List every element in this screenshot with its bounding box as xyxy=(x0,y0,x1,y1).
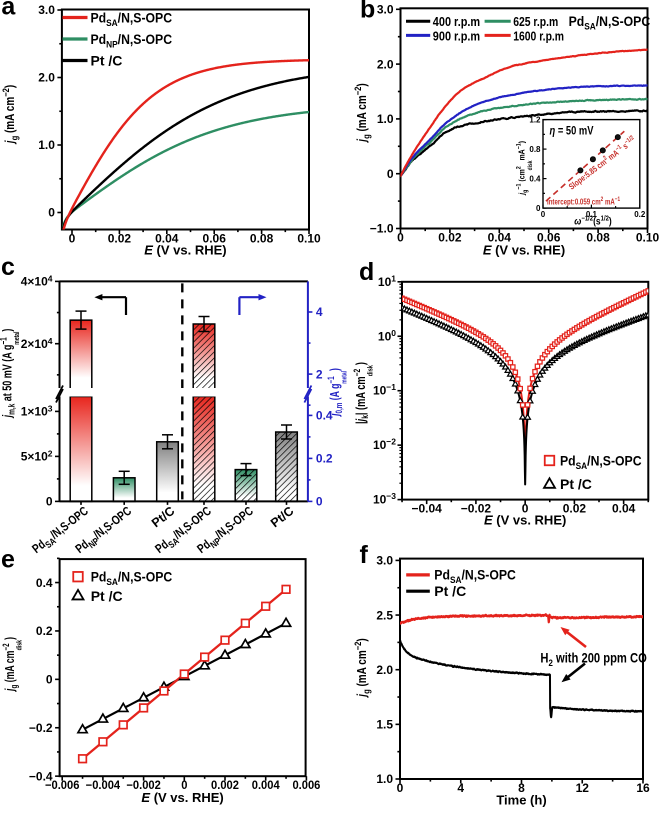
svg-text:900 r.p.m: 900 r.p.m xyxy=(433,28,480,43)
svg-text:E (V vs. RHE): E (V vs. RHE) xyxy=(144,243,226,258)
svg-text:jg​ (mA cm−2​): jg​ (mA cm−2​) xyxy=(352,638,372,698)
svg-text:Pt /C: Pt /C xyxy=(91,588,123,604)
svg-text:Pt /C: Pt /C xyxy=(560,476,592,492)
svg-text:2.0: 2.0 xyxy=(376,663,393,677)
svg-text:0: 0 xyxy=(522,502,529,516)
svg-text:0.4: 0.4 xyxy=(529,175,541,184)
svg-text:Pt /C: Pt /C xyxy=(434,583,466,599)
svg-text:0.004: 0.004 xyxy=(252,780,280,792)
svg-text:1.2: 1.2 xyxy=(529,116,541,125)
svg-text:0.02: 0.02 xyxy=(438,231,462,245)
svg-text:2: 2 xyxy=(316,367,323,381)
svg-text:e: e xyxy=(1,546,15,574)
svg-text:4×104​: 4×104​ xyxy=(21,274,53,289)
svg-text:0.08: 0.08 xyxy=(586,231,610,245)
svg-text:625 r.p.m: 625 r.p.m xyxy=(513,15,558,29)
svg-text:ω−1/2​(s1/2​): ω−1/2​(s1/2​) xyxy=(574,215,611,227)
svg-text:0.02: 0.02 xyxy=(563,502,587,516)
svg-text:1.0: 1.0 xyxy=(377,112,394,126)
svg-text:8: 8 xyxy=(518,781,525,795)
svg-text:−0.006: −0.006 xyxy=(45,780,80,792)
svg-text:1.5: 1.5 xyxy=(376,718,393,732)
svg-text:−0.2: −0.2 xyxy=(29,721,53,735)
svg-text:jg​ (mA cm−2​): jg​ (mA cm−2​) xyxy=(352,83,372,143)
svg-text:0.8: 0.8 xyxy=(529,145,541,154)
svg-text:1.0: 1.0 xyxy=(38,138,55,152)
svg-text:0.1: 0.1 xyxy=(586,210,598,219)
svg-text:c: c xyxy=(1,253,15,281)
svg-text:3.0: 3.0 xyxy=(377,3,394,17)
svg-text:0.08: 0.08 xyxy=(250,232,274,246)
svg-text:0: 0 xyxy=(536,204,541,213)
svg-text:0: 0 xyxy=(69,232,76,246)
svg-text:E (V vs. RHE): E (V vs. RHE) xyxy=(141,790,223,805)
svg-text:Time (h): Time (h) xyxy=(496,793,546,808)
svg-text:E (V vs. RHE): E (V vs. RHE) xyxy=(483,243,565,258)
svg-text:0.4: 0.4 xyxy=(316,409,333,423)
svg-text:0.2: 0.2 xyxy=(634,210,646,219)
svg-text:0.06: 0.06 xyxy=(203,232,227,246)
svg-text:−0.04: −0.04 xyxy=(411,502,442,516)
svg-text:PdSA​/N,S-OPC: PdSA​/N,S-OPC xyxy=(91,10,173,28)
svg-text:b: b xyxy=(360,0,375,24)
svg-text:0.02: 0.02 xyxy=(108,232,132,246)
svg-text:−0.002: −0.002 xyxy=(126,780,160,792)
svg-text:1600 r.p.m: 1600 r.p.m xyxy=(513,29,564,43)
svg-text:0.4: 0.4 xyxy=(36,576,53,590)
svg-text:0: 0 xyxy=(48,206,55,220)
svg-text:d: d xyxy=(359,258,374,286)
svg-text:0: 0 xyxy=(397,231,404,245)
svg-text:0.04: 0.04 xyxy=(155,232,179,246)
svg-text:2×104​: 2×104​ xyxy=(21,336,53,351)
svg-text:Intercept:0.059 cm2​ mA−1​: Intercept:0.059 cm2​ mA−1​ xyxy=(547,196,620,206)
svg-text:PdSA​/N,S-OPC: PdSA​/N,S-OPC xyxy=(91,569,173,587)
svg-text:0.10: 0.10 xyxy=(297,232,321,246)
svg-text:jg​ (mA cm−2​): jg​ (mA cm−2​) xyxy=(0,85,20,145)
svg-text:0.06: 0.06 xyxy=(537,231,561,245)
svg-text:PdNP​/N,S-OPC: PdNP​/N,S-OPC xyxy=(91,31,173,49)
svg-text:3.0: 3.0 xyxy=(38,3,55,17)
svg-text:16: 16 xyxy=(636,781,650,795)
svg-text:H2​ with 200 ppm CO: H2​ with 200 ppm CO xyxy=(540,651,647,669)
svg-text:0: 0 xyxy=(46,673,53,687)
svg-text:−1.0: −1.0 xyxy=(370,222,394,236)
svg-text:−0.4: −0.4 xyxy=(29,769,53,783)
svg-text:0.006: 0.006 xyxy=(292,780,320,792)
svg-text:0: 0 xyxy=(541,210,546,219)
svg-text:PdSA​/N,S-OPC: PdSA​/N,S-OPC xyxy=(560,453,642,471)
svg-text:1.0: 1.0 xyxy=(376,772,393,786)
svg-text:12: 12 xyxy=(576,781,590,795)
svg-text:0.2: 0.2 xyxy=(316,452,333,466)
svg-text:0.04: 0.04 xyxy=(612,502,636,516)
svg-text:f: f xyxy=(360,541,369,569)
svg-text:1×103​: 1×103​ xyxy=(21,404,53,419)
svg-text:2.0: 2.0 xyxy=(377,57,394,71)
svg-text:E (V vs. RHE): E (V vs. RHE) xyxy=(484,513,566,528)
svg-text:0: 0 xyxy=(181,780,187,792)
svg-text:5×102​: 5×102​ xyxy=(21,449,53,464)
svg-text:PdSA​/N,S-OPC: PdSA​/N,S-OPC xyxy=(569,13,651,31)
svg-text:−0.02: −0.02 xyxy=(461,502,492,516)
svg-text:0.10: 0.10 xyxy=(636,231,660,245)
svg-text:0: 0 xyxy=(397,781,404,795)
svg-text:3.0: 3.0 xyxy=(376,554,393,568)
svg-text:2.0: 2.0 xyxy=(38,71,55,85)
svg-text:0.2: 0.2 xyxy=(36,624,53,638)
svg-text:0: 0 xyxy=(46,495,53,509)
svg-text:Pt /C: Pt /C xyxy=(91,52,123,68)
svg-text:2.5: 2.5 xyxy=(376,608,393,622)
svg-text:a: a xyxy=(1,0,16,21)
svg-text:0.04: 0.04 xyxy=(488,231,512,245)
svg-text:4: 4 xyxy=(316,305,323,319)
svg-text:−0.004: −0.004 xyxy=(86,780,121,792)
svg-text:η = 50 mV: η = 50 mV xyxy=(550,124,595,137)
svg-text:0: 0 xyxy=(387,167,394,181)
svg-text:4: 4 xyxy=(457,781,464,795)
svg-text:0: 0 xyxy=(316,495,323,509)
svg-text:0.002: 0.002 xyxy=(211,780,239,792)
svg-text:400 r.p.m: 400 r.p.m xyxy=(433,14,480,29)
